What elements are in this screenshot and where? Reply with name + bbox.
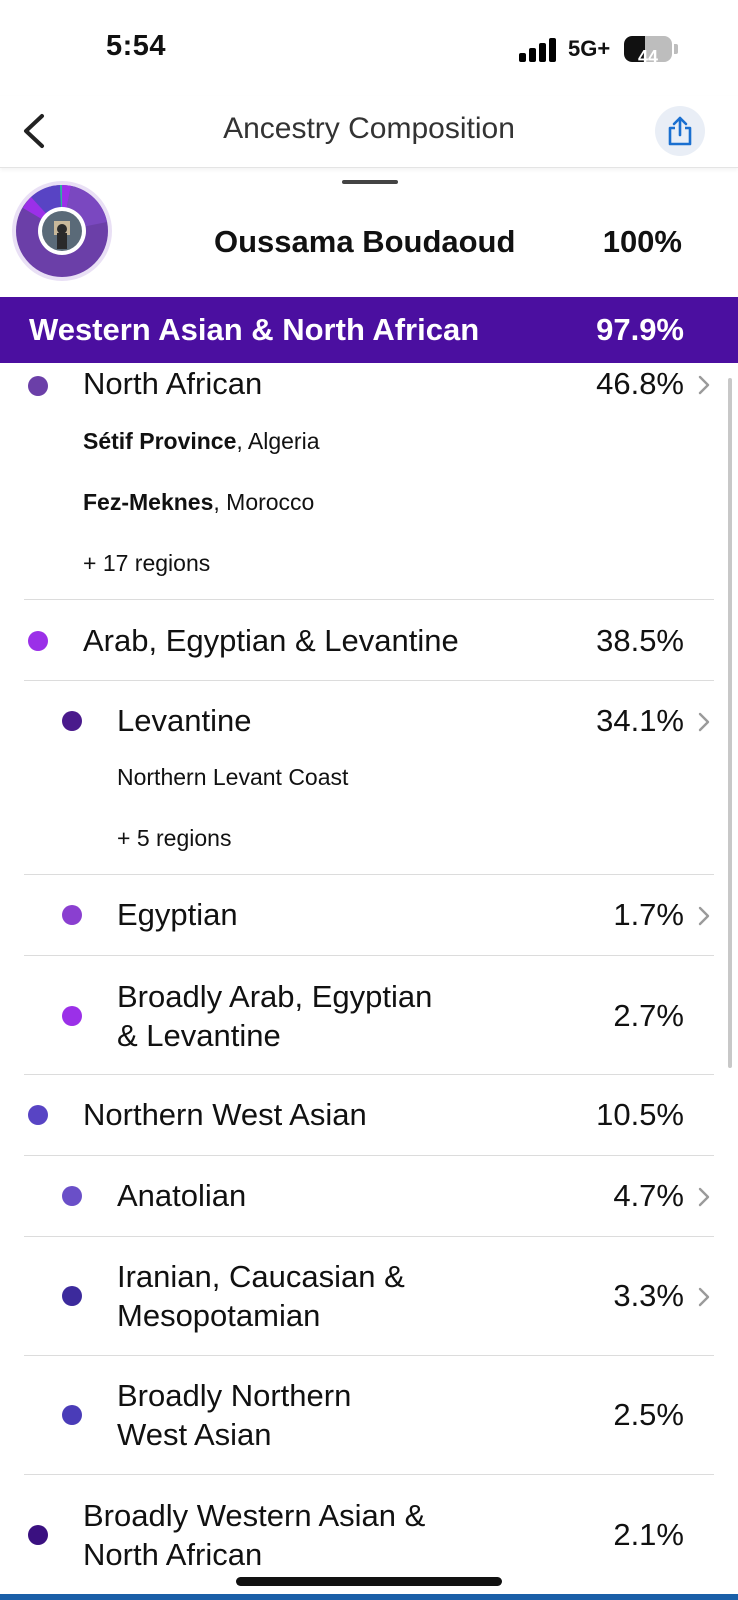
ancestry-row-iranian-caucasian-mesopotamian[interactable]: Iranian, Caucasian & Mesopotamian 3.3% — [0, 1237, 738, 1356]
share-button[interactable] — [655, 106, 705, 156]
ancestry-row-egyptian[interactable]: Egyptian 1.7% — [0, 875, 738, 956]
more-regions-link[interactable]: + 17 regions — [83, 550, 211, 576]
battery-level: 44 — [637, 47, 659, 62]
row-percent: 1.7% — [613, 897, 684, 932]
back-button[interactable] — [18, 106, 68, 156]
row-label: Iranian, Caucasian & Mesopotamian — [117, 1259, 405, 1333]
share-icon — [668, 116, 692, 146]
row-label: Levantine — [117, 703, 252, 738]
row-percent: 34.1% — [596, 703, 684, 738]
scrollbar[interactable] — [728, 378, 732, 1068]
color-dot-icon — [28, 1105, 48, 1125]
network-type: 5G+ — [568, 36, 611, 61]
row-percent: 2.7% — [613, 998, 684, 1033]
ancestry-row-levantine[interactable]: Levantine 34.1% Northern Levant Coast + … — [0, 681, 738, 875]
row-divider — [24, 1236, 714, 1237]
row-divider — [24, 680, 714, 681]
sheet-drag-handle[interactable] — [342, 180, 398, 184]
color-dot-icon — [62, 1405, 82, 1425]
battery-icon: 44 — [624, 36, 672, 62]
color-dot-icon — [62, 1186, 82, 1206]
row-divider — [24, 1355, 714, 1356]
color-dot-icon — [28, 631, 48, 651]
profile-percent: 100% — [602, 224, 682, 259]
ancestry-row-northern-west-asian[interactable]: Northern West Asian 10.5% — [0, 1075, 738, 1156]
chevron-right-icon — [698, 1287, 710, 1307]
chevron-right-icon — [698, 375, 710, 395]
color-dot-icon — [28, 1525, 48, 1545]
ancestry-row-broadly-arab-egyptian-levantine[interactable]: Broadly Arab, Egyptian & Levantine 2.7% — [0, 956, 738, 1075]
region-item[interactable]: Fez-Meknes, Morocco — [83, 489, 315, 515]
row-percent: 10.5% — [596, 1097, 684, 1132]
chevron-right-icon — [698, 712, 710, 732]
ancestry-row-anatolian[interactable]: Anatolian 4.7% — [0, 1156, 738, 1237]
row-label: Northern West Asian — [83, 1097, 367, 1132]
banner-label: Western Asian & North African — [29, 312, 480, 347]
row-percent: 4.7% — [613, 1178, 684, 1213]
color-dot-icon — [62, 1286, 82, 1306]
chevron-right-icon — [698, 1187, 710, 1207]
color-dot-icon — [62, 905, 82, 925]
color-dot-icon — [62, 1006, 82, 1026]
row-percent: 38.5% — [596, 623, 684, 658]
home-indicator[interactable] — [236, 1577, 502, 1586]
ancestry-row-arab-egyptian-levantine[interactable]: Arab, Egyptian & Levantine 38.5% — [0, 600, 738, 681]
row-label: Anatolian — [117, 1178, 247, 1213]
row-label: Egyptian — [117, 897, 238, 932]
banner-percent: 97.9% — [596, 312, 684, 347]
chevron-left-icon — [24, 114, 44, 148]
row-percent: 3.3% — [613, 1278, 684, 1313]
more-regions-link[interactable]: + 5 regions — [117, 825, 232, 851]
region-item[interactable]: Sétif Province, Algeria — [83, 428, 320, 454]
ancestry-row-north-african[interactable]: North African 46.8% Sétif Province, Alge… — [0, 363, 738, 600]
status-bar: 5:54 5G+ 44 — [0, 0, 738, 96]
donut-chart-icon — [12, 181, 112, 281]
row-divider — [24, 1474, 714, 1475]
row-divider — [24, 955, 714, 956]
signal-icon — [519, 38, 559, 62]
color-dot-icon — [28, 376, 48, 396]
row-divider — [24, 1155, 714, 1156]
row-label: North African — [83, 366, 263, 401]
region-banner[interactable]: Western Asian & North African 97.9% — [0, 297, 738, 363]
chevron-right-icon — [698, 906, 710, 926]
row-label: Broadly Arab, Egyptian & Levantine — [117, 979, 433, 1053]
row-divider — [24, 1074, 714, 1075]
color-dot-icon — [62, 711, 82, 731]
row-label: Arab, Egyptian & Levantine — [83, 623, 459, 658]
region-item[interactable]: Northern Levant Coast — [117, 764, 349, 790]
bottom-strip — [0, 1594, 738, 1600]
ancestry-row-broadly-northern-west-asian[interactable]: Broadly Northern West Asian 2.5% — [0, 1356, 738, 1475]
row-label: Broadly Western Asian & North African — [83, 1498, 426, 1572]
profile-name: Oussama Boudaoud — [214, 224, 516, 259]
row-percent: 2.1% — [613, 1517, 684, 1552]
row-divider — [24, 874, 714, 875]
status-time: 5:54 — [106, 30, 167, 62]
ancestry-row-broadly-western-asian-north-african[interactable]: Broadly Western Asian & North African 2.… — [0, 1475, 738, 1594]
page-title: Ancestry Composition — [223, 112, 515, 145]
nav-header: Ancestry Composition — [0, 96, 738, 168]
row-divider — [24, 599, 714, 600]
battery-nub — [674, 44, 678, 54]
row-percent: 2.5% — [613, 1397, 684, 1432]
ancestry-donut-avatar[interactable] — [11, 180, 113, 282]
row-percent: 46.8% — [596, 366, 684, 401]
row-label: Broadly Northern West Asian — [117, 1378, 352, 1452]
